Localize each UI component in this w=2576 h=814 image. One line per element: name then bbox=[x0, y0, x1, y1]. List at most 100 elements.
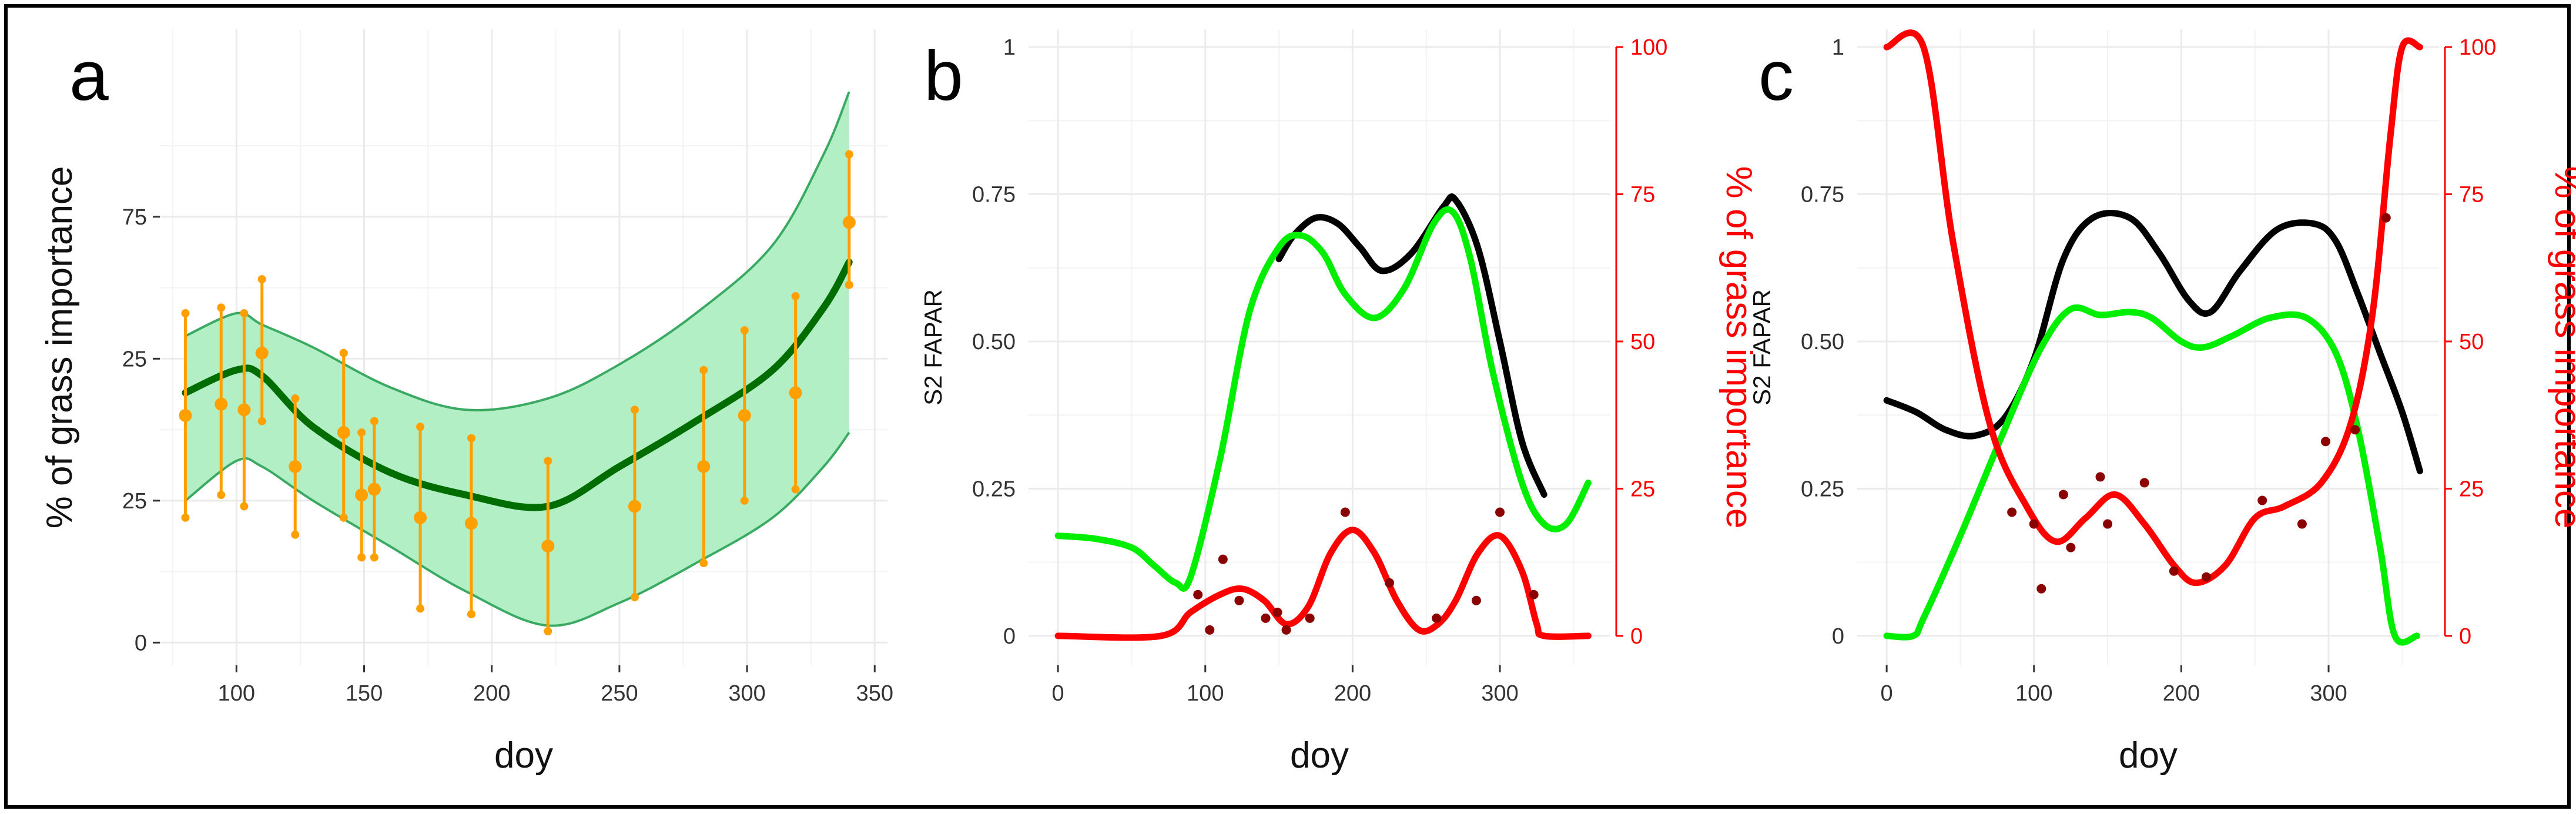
error-bar-point bbox=[738, 408, 751, 422]
grass-observation-point bbox=[1261, 613, 1271, 623]
error-bar-min-cap bbox=[217, 491, 226, 500]
error-bar-point bbox=[697, 460, 711, 473]
left-y-tick-label: 0.50 bbox=[972, 330, 1016, 354]
ribbon-upper-edge bbox=[185, 91, 850, 411]
figure-frame bbox=[4, 4, 2571, 809]
panel-letter-b: b bbox=[924, 36, 963, 115]
error-bar-min-cap bbox=[291, 530, 300, 539]
left-y-tick-label: 0.75 bbox=[972, 183, 1016, 207]
x-tick-label: 200 bbox=[473, 681, 510, 706]
grass-observation-point bbox=[1218, 554, 1228, 564]
error-bar-max-cap bbox=[416, 423, 425, 431]
error-bar-point bbox=[237, 403, 251, 417]
x-axis-title: doy bbox=[2119, 735, 2178, 776]
error-bar-max-cap bbox=[467, 434, 475, 443]
error-bar-point bbox=[367, 483, 381, 496]
fapar-black-curve bbox=[1883, 209, 2423, 474]
error-bar-max-cap bbox=[357, 428, 366, 437]
error-bar-max-cap bbox=[181, 309, 190, 318]
right-y-tick-label: 25 bbox=[2459, 477, 2484, 501]
error-bar-min-cap bbox=[845, 280, 853, 289]
error-bar-max-cap bbox=[217, 303, 226, 312]
grass-observation-point bbox=[2202, 572, 2211, 582]
panel-b: 0 100 200 300 0 0.25 0.50 0.75 1 0 25 50 75 100 doy S2 … bbox=[919, 29, 1759, 776]
error-bar-point bbox=[337, 426, 350, 439]
error-bar-max-cap bbox=[240, 309, 249, 318]
y-tick-label: 75 bbox=[122, 205, 147, 230]
error-bar-min-cap bbox=[240, 502, 249, 511]
error-bar-point bbox=[355, 488, 369, 502]
grass-observation-point bbox=[1432, 613, 1442, 623]
right-y-tick-label: 75 bbox=[2459, 183, 2484, 207]
error-bar-max-cap bbox=[370, 417, 378, 426]
grass-observation-point bbox=[2257, 495, 2267, 505]
x-tick-label: 100 bbox=[2015, 681, 2052, 706]
x-tick-label: 100 bbox=[218, 681, 255, 706]
grass-observation-point bbox=[2381, 213, 2391, 223]
grass-observation-point bbox=[2103, 519, 2113, 529]
x-tick-label: 0 bbox=[1881, 681, 1893, 706]
panel-letter-c: c bbox=[1758, 36, 1794, 115]
fapar-green-curve bbox=[1054, 206, 1592, 592]
error-bar-max-cap bbox=[740, 326, 749, 335]
grass-observation-point bbox=[1281, 625, 1291, 635]
left-y-axis-title: S2 FAPAR bbox=[919, 289, 947, 406]
x-tick-label: 100 bbox=[1187, 681, 1224, 706]
x-tick-label: 300 bbox=[2310, 681, 2347, 706]
x-tick-label: 200 bbox=[1334, 681, 1371, 706]
grass-observation-point bbox=[2066, 542, 2076, 552]
grass-observation-point bbox=[1305, 613, 1315, 623]
error-bar-point bbox=[628, 500, 641, 513]
grass-observation-point bbox=[1193, 589, 1203, 599]
error-bar-min-cap bbox=[357, 553, 366, 562]
grass-observation-point bbox=[2169, 566, 2179, 576]
right-y-tick-label: 100 bbox=[1630, 35, 1667, 60]
grass-observation-point bbox=[1340, 507, 1350, 517]
grass-observation-point bbox=[2139, 478, 2149, 488]
right-y-tick-label: 0 bbox=[1630, 624, 1643, 649]
right-y-axis-title: % of grass importance bbox=[2547, 166, 2576, 529]
x-tick-label: 300 bbox=[1481, 681, 1518, 706]
x-tick-label: 200 bbox=[2163, 681, 2200, 706]
left-y-tick-label: 1 bbox=[1003, 35, 1016, 60]
y-tick-label: 25 bbox=[122, 347, 147, 371]
error-bar-max-cap bbox=[630, 406, 639, 414]
ribbon-lower-edge bbox=[185, 431, 850, 627]
x-tick-label: 300 bbox=[728, 681, 765, 706]
panel-letter-a: a bbox=[69, 36, 109, 115]
error-bar-min-cap bbox=[467, 610, 475, 619]
grass-observation-point bbox=[2321, 437, 2331, 447]
error-bar-point bbox=[215, 397, 228, 411]
right-y-tick-label: 50 bbox=[2459, 330, 2484, 354]
error-bar-min-cap bbox=[339, 513, 348, 522]
grass-observation-point bbox=[1205, 625, 1215, 635]
error-bar-point bbox=[414, 511, 427, 524]
left-y-tick-label: 0 bbox=[1003, 624, 1016, 649]
error-bar-max-cap bbox=[791, 292, 800, 301]
error-bar-min-cap bbox=[416, 604, 425, 613]
grass-observation-point bbox=[2095, 472, 2105, 482]
grass-observation-point bbox=[1385, 578, 1395, 588]
y-axis-title: % of grass importance bbox=[39, 166, 80, 529]
x-tick-label: 150 bbox=[346, 681, 383, 706]
grass-observation-point bbox=[1272, 607, 1282, 617]
left-y-tick-label: 0.50 bbox=[1801, 330, 1844, 354]
x-axis-title: doy bbox=[494, 735, 553, 776]
error-bar-max-cap bbox=[339, 349, 348, 357]
error-bar-point bbox=[842, 216, 856, 229]
y-tick-label: 25 bbox=[122, 489, 147, 514]
grass-observation-point bbox=[1529, 589, 1539, 599]
x-axis-title: doy bbox=[1290, 735, 1349, 776]
error-bar-min-cap bbox=[181, 513, 190, 522]
left-y-tick-label: 0.75 bbox=[1801, 183, 1844, 207]
left-y-tick-label: 0.25 bbox=[972, 477, 1016, 501]
y-tick-label: 0 bbox=[135, 631, 147, 655]
grass-observation-point bbox=[1234, 595, 1244, 605]
grass-observation-point bbox=[2036, 584, 2046, 594]
grass-observation-point bbox=[1471, 595, 1481, 605]
x-tick-label: 0 bbox=[1052, 681, 1064, 706]
error-bar-point bbox=[789, 386, 802, 400]
error-bar-point bbox=[541, 540, 555, 553]
x-tick-label: 250 bbox=[601, 681, 638, 706]
left-y-tick-label: 0.25 bbox=[1801, 477, 1844, 501]
